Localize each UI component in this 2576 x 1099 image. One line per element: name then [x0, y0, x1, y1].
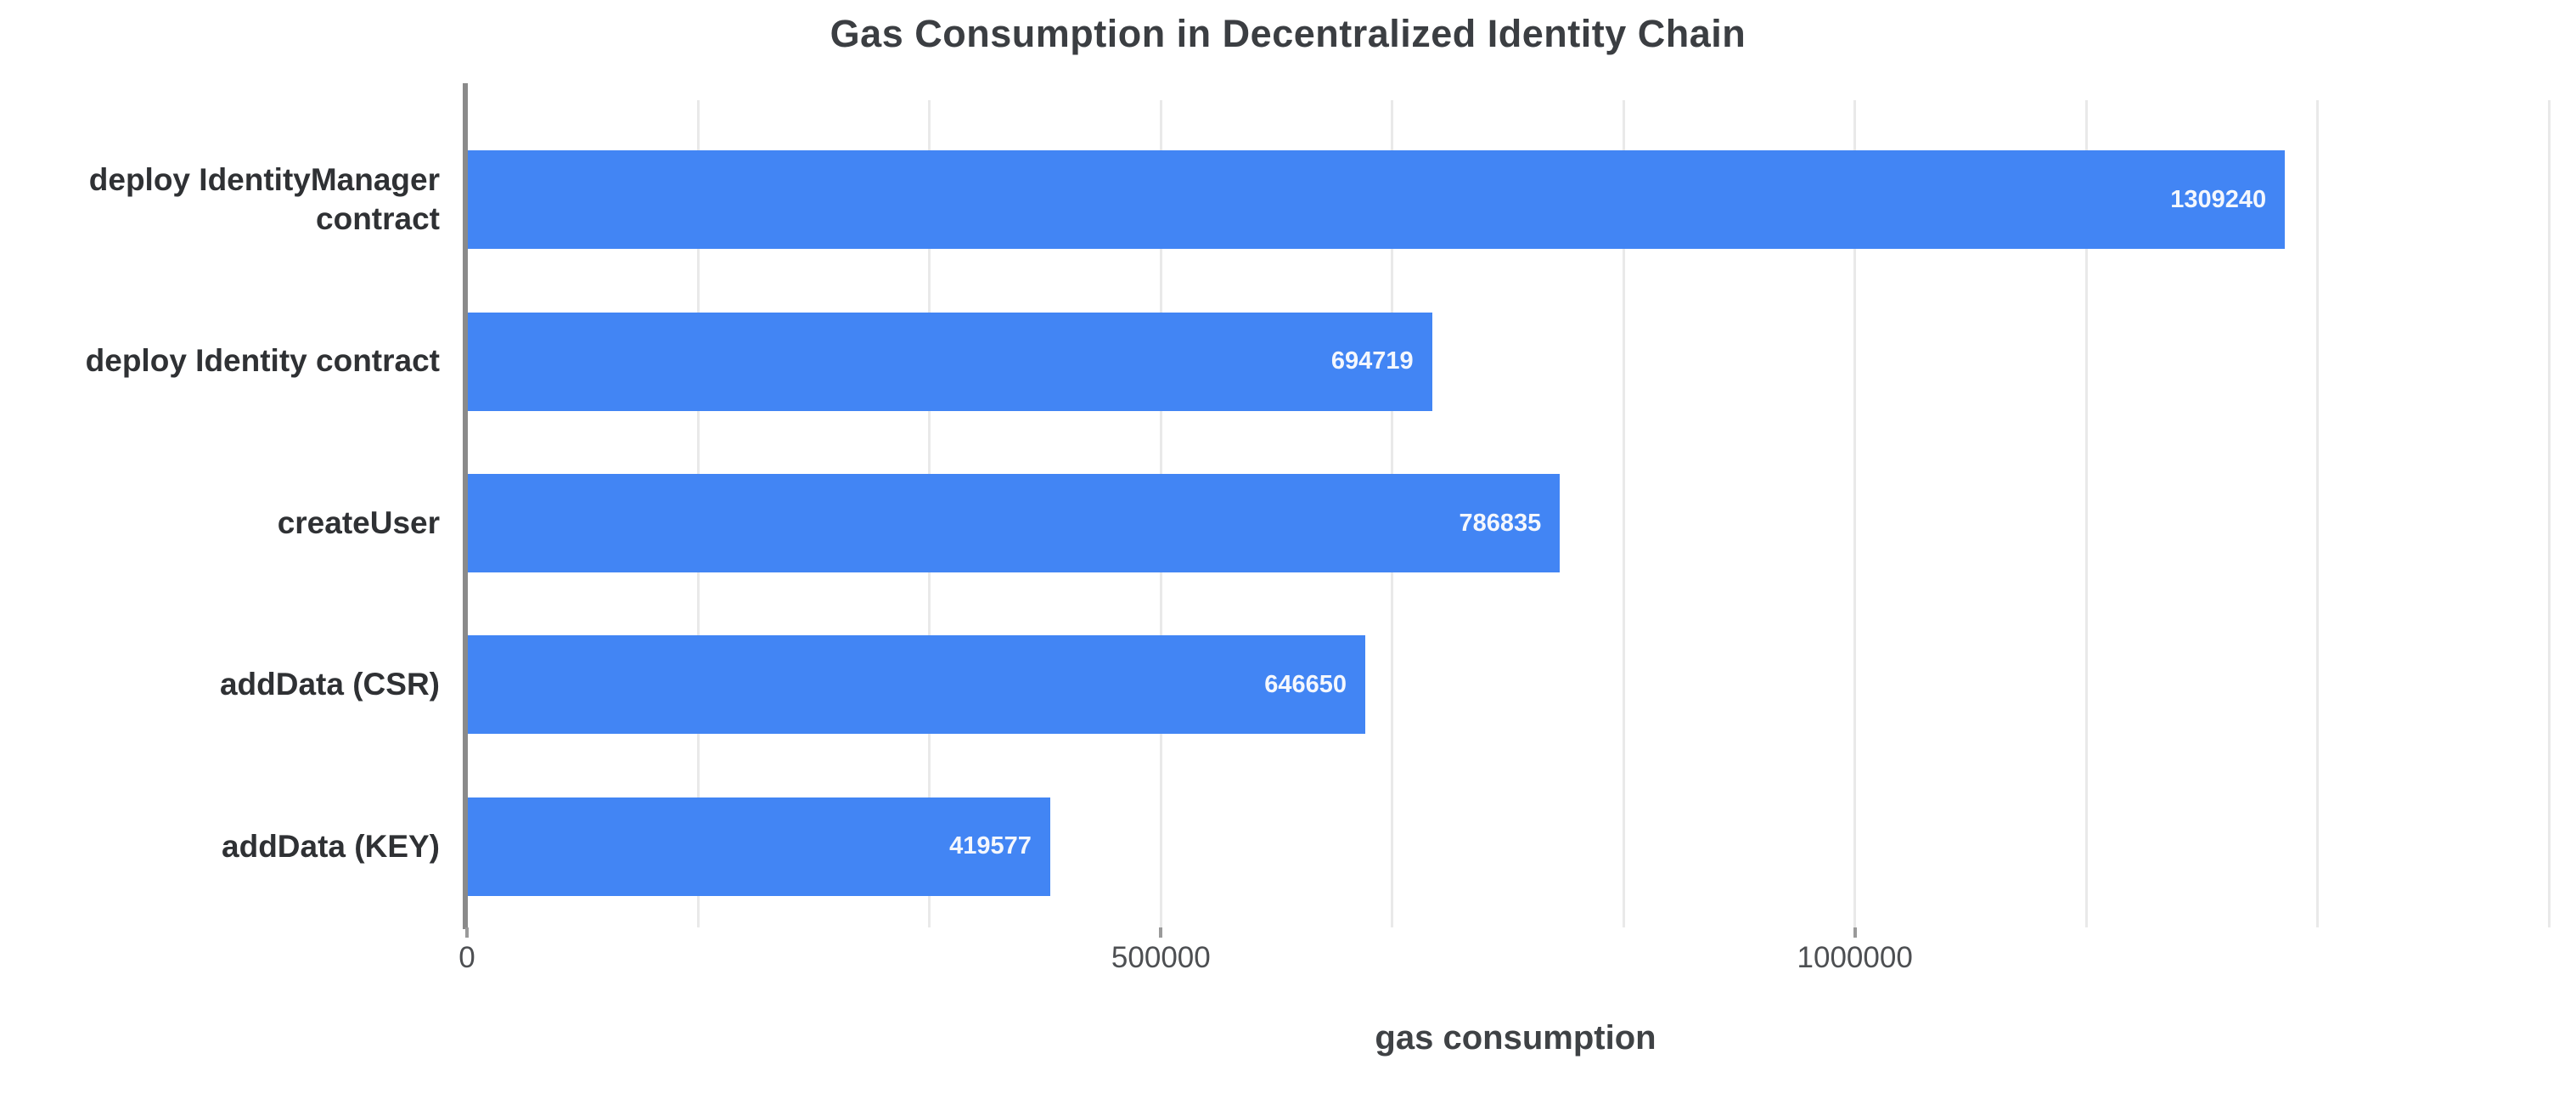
category-label: addData (KEY)	[222, 828, 440, 864]
chart-title: Gas Consumption in Decentralized Identit…	[830, 12, 1746, 55]
category-label: addData (CSR)	[219, 667, 440, 702]
category-label: createUser	[277, 504, 440, 540]
bar-value-label: 419577	[949, 832, 1032, 860]
x-tick-mark	[1159, 927, 1163, 938]
x-tick-label: 0	[458, 941, 475, 974]
x-tick-mark	[1853, 927, 1857, 938]
category-label: deploy IdentityManager contract	[88, 161, 440, 237]
bar-value-label: 694719	[1330, 347, 1414, 375]
y-axis-line	[463, 83, 468, 929]
bar: 786835	[468, 474, 1561, 572]
bar-value-label: 1309240	[2170, 185, 2267, 213]
x-tick-label: 500000	[1111, 941, 1211, 974]
x-tick-label: 1000000	[1797, 941, 1913, 974]
bar: 694719	[468, 312, 1432, 411]
gridline	[1853, 100, 1857, 927]
bar: 419577	[468, 797, 1050, 896]
x-tick-mark	[465, 927, 469, 938]
category-label: deploy Identity contract	[85, 343, 440, 379]
bar: 1309240	[468, 150, 2286, 250]
bar-value-label: 786835	[1459, 509, 1542, 537]
x-axis-title: gas consumption	[1375, 1019, 1656, 1057]
gridline	[2547, 100, 2551, 927]
bar-value-label: 646650	[1264, 670, 1347, 698]
gridline	[2084, 100, 2088, 927]
bar: 646650	[468, 635, 1366, 735]
gridline	[1622, 100, 1625, 927]
gridline	[2316, 100, 2320, 927]
